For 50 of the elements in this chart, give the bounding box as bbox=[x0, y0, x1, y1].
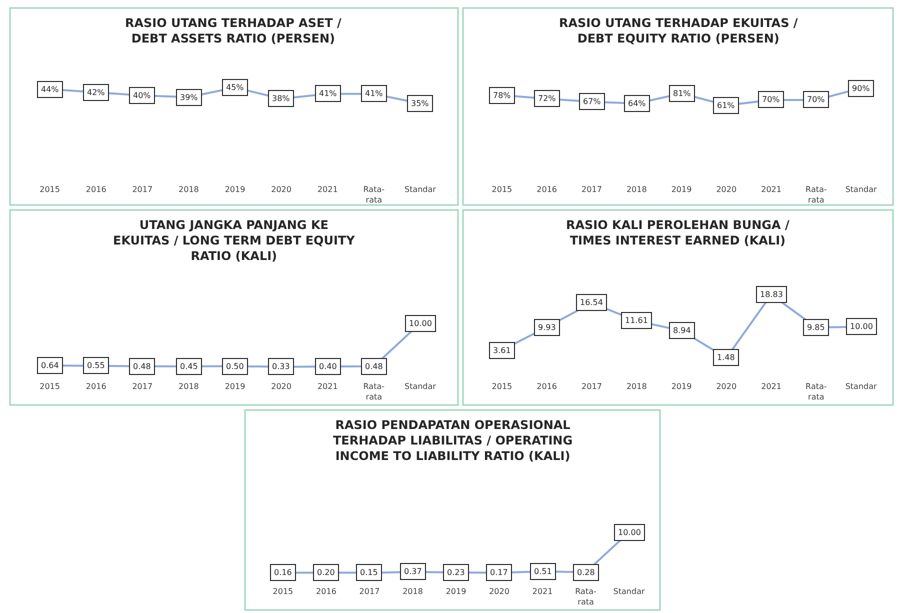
x-tick-label: 2016 bbox=[316, 587, 336, 596]
x-tick-label: 2020 bbox=[271, 185, 292, 194]
x-tick-label: 2020 bbox=[271, 382, 292, 391]
chart-title: RASIO KALI PEROLEHAN BUNGA / TIMES INTEREST EARNED (KALI) bbox=[566, 218, 790, 248]
x-tick-label: Standar bbox=[404, 382, 437, 391]
x-tick-label: 2019 bbox=[671, 185, 692, 194]
x-tick-label: 2017 bbox=[582, 185, 602, 194]
x-tick-label: Standar bbox=[613, 587, 646, 596]
x-tick-label: 2018 bbox=[178, 185, 199, 194]
x-tick-label: 2015 bbox=[40, 185, 60, 194]
x-tick-label: 2021 bbox=[761, 382, 782, 391]
x-tick-label: Standar bbox=[845, 185, 878, 194]
x-tick-label: 2018 bbox=[626, 382, 647, 391]
x-tick-label: 2021 bbox=[317, 185, 338, 194]
x-tick-label: 2015 bbox=[492, 382, 512, 391]
x-tick-label: 2016 bbox=[536, 382, 558, 391]
x-tick-label: 2016 bbox=[86, 185, 106, 194]
x-tick-label: Rata- rata bbox=[806, 185, 827, 204]
x-tick-label: 2017 bbox=[359, 587, 380, 596]
x-tick-label: Rata- rata bbox=[575, 587, 596, 606]
x-tick-label: 2018 bbox=[626, 185, 647, 194]
chart-title: RASIO UTANG TERHADAP ASET / DEBT ASSETS RATIO (PERSEN) bbox=[125, 16, 342, 46]
x-tick-label: 2015 bbox=[492, 185, 512, 194]
x-tick-label: 2021 bbox=[532, 587, 553, 596]
x-tick-label: 2016 bbox=[536, 185, 558, 194]
chart-title: RASIO UTANG TERHADAP EKUITAS / DEBT EQUITY RATIO (PERSEN) bbox=[559, 16, 798, 46]
x-tick-label: 2015 bbox=[40, 382, 60, 391]
x-tick-label: Rata- rata bbox=[363, 382, 385, 402]
chart-title: UTANG JANGKA PANJANG KE EKUITAS / LONG TERM DEBT EQUITY RATIO (KALI) bbox=[113, 218, 356, 264]
x-tick-label: 2021 bbox=[317, 382, 338, 391]
x-tick-label: 2019 bbox=[446, 587, 466, 596]
chart-title: RASIO PENDAPATAN OPERASIONAL TERHADAP LIABILITAS / OPERATING INCOME TO LIABILITY RATIO (KALI) bbox=[333, 418, 573, 464]
x-tick-label: 2019 bbox=[224, 185, 246, 194]
x-tick-label: 2016 bbox=[86, 382, 106, 391]
x-tick-label: 2015 bbox=[272, 587, 294, 596]
x-tick-label: 2020 bbox=[716, 185, 737, 194]
x-tick-label: Rata- rata bbox=[363, 185, 385, 204]
x-tick-label: 2018 bbox=[178, 382, 199, 391]
x-tick-label: 2019 bbox=[224, 382, 246, 391]
x-tick-label: 2017 bbox=[582, 382, 602, 391]
x-tick-label: 2019 bbox=[671, 382, 692, 391]
x-tick-label: 2017 bbox=[132, 382, 153, 391]
x-tick-label: Rata- rata bbox=[806, 382, 827, 402]
x-tick-label: Standar bbox=[845, 382, 878, 391]
x-tick-label: 2020 bbox=[489, 587, 510, 596]
x-tick-label: 2018 bbox=[402, 587, 423, 596]
x-tick-label: Standar bbox=[404, 185, 437, 194]
x-tick-label: 2020 bbox=[716, 382, 737, 391]
x-tick-label: 2021 bbox=[761, 185, 782, 194]
x-tick-label: 2017 bbox=[132, 185, 153, 194]
